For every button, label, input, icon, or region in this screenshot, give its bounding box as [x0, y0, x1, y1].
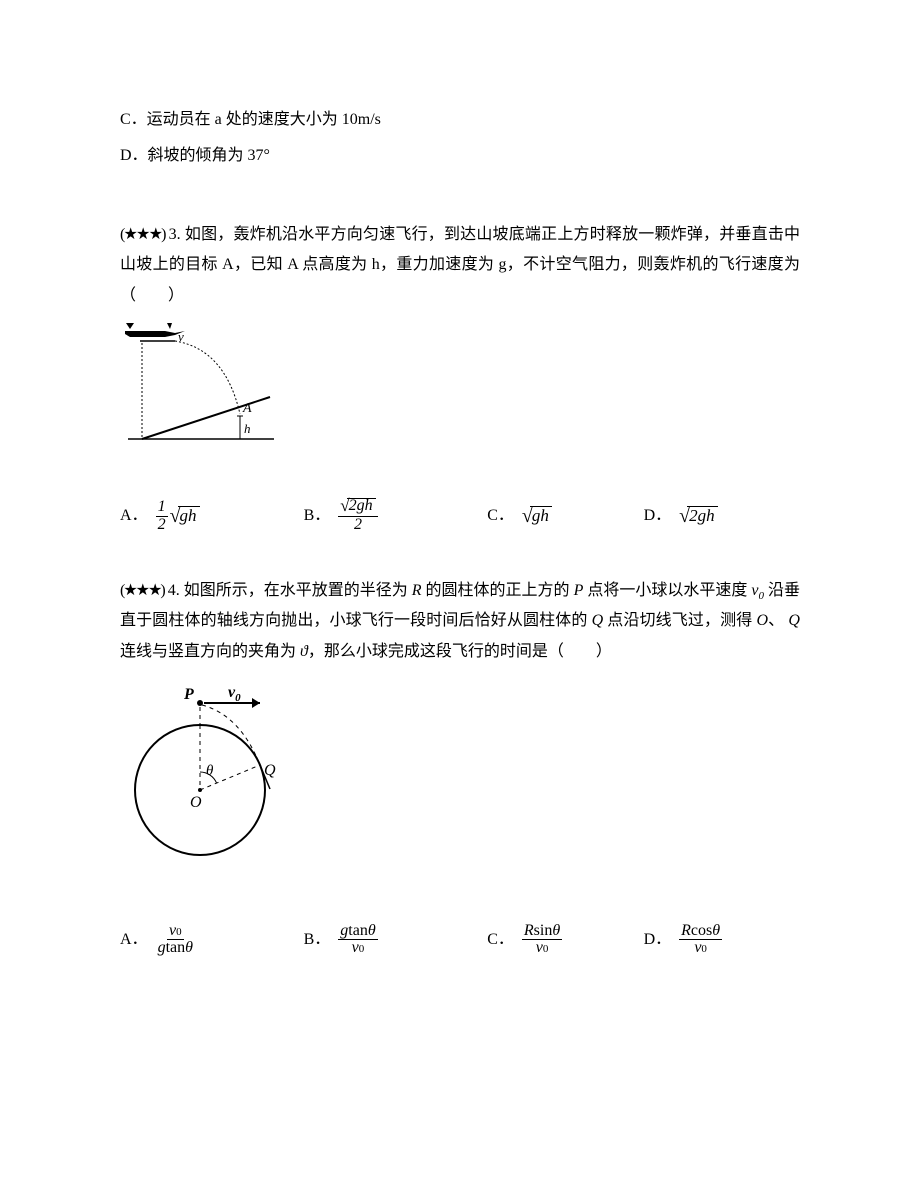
q4-t5: 、	[768, 612, 788, 629]
radicand: gh	[178, 506, 200, 525]
q3-stars: (★★★)	[120, 226, 164, 243]
q3-options: A． 12 √gh B． √2gh 2 C． √gh	[120, 498, 800, 534]
q4-t7: ，那么小球完成这段飞行的时间是（ ）	[308, 643, 612, 660]
q3-option-d: D． √2gh	[644, 498, 800, 534]
den: gtanθ	[156, 940, 195, 957]
v0-arrow-head	[252, 698, 260, 708]
var-O: O	[756, 612, 768, 629]
num: gtanθ	[338, 923, 377, 941]
num: v0	[167, 923, 184, 941]
q3-option-c: C． √gh	[487, 498, 643, 534]
q4-optC-formula: Rsinθ v0	[522, 923, 562, 958]
q4-stem: (★★★) 4. 如图所示，在水平放置的半径为 R 的圆柱体的正上方的 P 点将…	[120, 576, 800, 667]
var-Q2: Q	[788, 612, 800, 629]
q4-figure-svg: O P v0 θ Q	[120, 675, 300, 865]
num: 1	[156, 499, 168, 517]
q4-option-d: D． Rcosθ v0	[644, 923, 800, 958]
q3-stem: (★★★) 3. 如图，轰炸机沿水平方向匀速飞行，到达山坡底端正上方时释放一颗炸…	[120, 220, 800, 311]
q4-optD-formula: Rcosθ v0	[679, 923, 722, 958]
q3-stem-text: 如图，轰炸机沿水平方向匀速飞行，到达山坡底端正上方时释放一颗炸弹，并垂直击中山坡…	[120, 226, 800, 304]
content-column: C．运动员在 a 处的速度大小为 10m/s D．斜坡的倾角为 37° (★★★…	[120, 105, 800, 957]
q4-t2: 点将一小球以水平速度	[583, 582, 751, 599]
opt-label: B．	[304, 925, 331, 955]
q2-option-d: D．斜坡的倾角为 37°	[120, 141, 800, 171]
q4-label-v0: v0	[228, 684, 241, 704]
q3-figure-svg: v A h	[120, 319, 280, 449]
q3-option-a: A． 12 √gh	[120, 498, 304, 534]
q3-optC-formula: √gh	[522, 506, 552, 526]
num: Rsinθ	[522, 923, 562, 941]
var-Q: Q	[592, 612, 604, 629]
den: 2	[156, 517, 168, 534]
q4-option-c: C． Rsinθ v0	[487, 923, 643, 958]
var-theta: ϑ	[300, 643, 308, 660]
opt-label: C．	[487, 925, 514, 955]
radicand: gh	[530, 506, 552, 525]
q4-label-P: P	[183, 686, 194, 703]
q4-label-Q: Q	[264, 762, 276, 779]
q3-optD-formula: √2gh	[679, 506, 717, 526]
q3-label-h: h	[244, 421, 251, 436]
num: Rcosθ	[679, 923, 722, 941]
p-to-q-traj	[202, 705, 260, 765]
q4-figure: O P v0 θ Q	[120, 675, 800, 876]
radicand: 2gh	[347, 498, 376, 513]
opt-label: A．	[120, 501, 148, 531]
q4-options: A． v0 gtanθ B． gtanθ v0 C．	[120, 923, 800, 958]
q3-number: 3.	[169, 226, 181, 243]
opt-label: D．	[644, 925, 672, 955]
opt-label: D．	[644, 501, 672, 531]
q4-t0: 如图所示，在水平放置的半径为	[184, 582, 412, 599]
q3-option-b: B． √2gh 2	[304, 498, 488, 534]
q4-optA-formula: v0 gtanθ	[156, 923, 195, 958]
q4-t1: 的圆柱体的正上方的	[422, 582, 574, 599]
q4-label-theta: θ	[206, 763, 214, 779]
q4-stars: (★★★)	[120, 582, 164, 599]
q3-optA-formula: 12 √gh	[156, 499, 200, 534]
den: v0	[692, 940, 709, 957]
var-v0: v	[751, 582, 758, 599]
den: v0	[350, 940, 367, 957]
opt-label: C．	[487, 501, 514, 531]
q4-option-a: A． v0 gtanθ	[120, 923, 304, 958]
var-R: R	[412, 582, 422, 599]
q4-option-b: B． gtanθ v0	[304, 923, 488, 958]
plane-icon	[125, 323, 185, 337]
opt-label: B．	[304, 501, 331, 531]
opt-label: A．	[120, 925, 148, 955]
q3-optB-formula: √2gh 2	[338, 498, 377, 534]
q3-label-A: A	[242, 401, 252, 416]
spacer	[120, 534, 800, 576]
q3-trajectory	[175, 341, 240, 414]
den: v0	[534, 940, 551, 957]
den: 2	[352, 517, 364, 534]
q4-number: 4.	[168, 582, 180, 599]
spacer	[120, 178, 800, 220]
q4-t4: 点沿切线飞过，测得	[603, 612, 756, 629]
radicand: 2gh	[687, 506, 718, 525]
q4-t6: 连线与竖直方向的夹角为	[120, 643, 300, 660]
num: √2gh	[338, 498, 377, 517]
var-P: P	[574, 582, 584, 599]
q4-optB-formula: gtanθ v0	[338, 923, 377, 958]
page: C．运动员在 a 处的速度大小为 10m/s D．斜坡的倾角为 37° (★★★…	[0, 0, 920, 1191]
q4-label-O: O	[190, 794, 202, 811]
q2-option-c: C．运动员在 a 处的速度大小为 10m/s	[120, 105, 800, 135]
q3-figure: v A h	[120, 319, 800, 460]
